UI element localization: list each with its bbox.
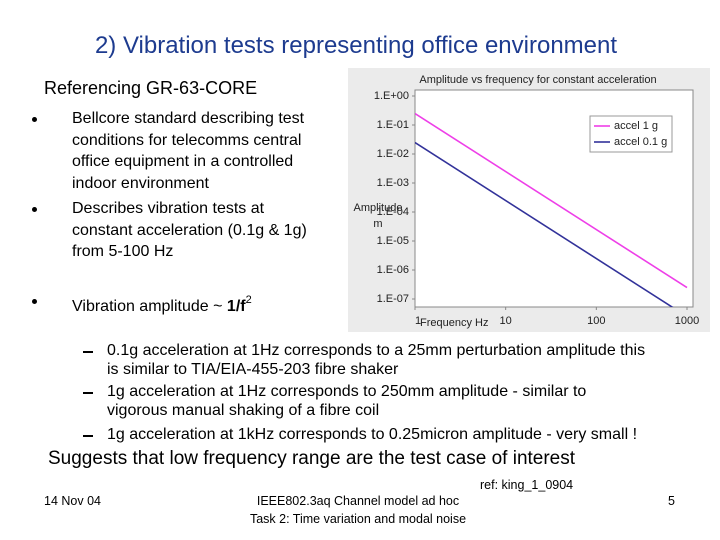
sub-bullet-marker [83, 351, 93, 353]
bullet-bold: 1/f [226, 298, 246, 315]
footer-ref: ref: king_1_0904 [480, 478, 574, 492]
sub-bullet-text: is similar to TIA/EIA-455-203 fibre shak… [107, 361, 399, 378]
sub-bullet-marker [83, 435, 93, 437]
legend-box [589, 115, 673, 153]
page-number: 5 [668, 494, 675, 508]
bullet-text: Vibration amplitude ~ 1/f2 [72, 290, 252, 318]
y-axis-label: m [373, 218, 382, 230]
y-tick-label: 1.E-01 [377, 119, 409, 131]
sub-bullet-text: 1g acceleration at 1kHz corresponds to 0… [107, 426, 638, 443]
chart-title: Amplitude vs frequency for constant acce… [419, 74, 656, 86]
footer-center: Task 2: Time variation and modal noise [249, 512, 467, 526]
y-tick-label: 1.E-06 [377, 264, 409, 276]
x-axis-label: Frequency Hz [420, 317, 488, 329]
bullet-text: Bellcore standard describing test [72, 110, 305, 127]
y-tick-label: 1.E-03 [377, 177, 409, 189]
bullet-text: Describes vibration tests at [72, 200, 265, 217]
sub-bullet-text: 0.1g acceleration at 1Hz corresponds to … [107, 342, 646, 359]
bullet-text: office equipment in a controlled [72, 153, 294, 171]
footer-date: 14 Nov 04 [44, 494, 101, 508]
sub-bullet-text: 1g acceleration at 1Hz corresponds to 25… [107, 383, 587, 400]
y-tick-label: 1.E-07 [377, 293, 409, 305]
y-tick-label: 1.E-02 [377, 148, 409, 160]
footer-center: IEEE802.3aq Channel model ad hoc [256, 494, 460, 508]
y-axis-label: Amplitude [354, 202, 403, 214]
conclusion: Suggests that low frequency range are th… [48, 448, 576, 469]
x-tick-label: 1000 [675, 315, 699, 327]
series-line [415, 112, 688, 289]
legend-label: accel 0.1 g [614, 136, 667, 148]
y-tick-label: 1.E-04 [377, 206, 409, 218]
series-line [415, 141, 674, 307]
slide-title: 2) Vibration tests representing office e… [94, 32, 618, 59]
bullet-marker [32, 207, 37, 212]
bullet-marker [32, 117, 37, 122]
bullet-text: constant acceleration (0.1g & 1g) [72, 221, 307, 239]
bullet-sup: 2 [245, 294, 252, 306]
sub-bullet-marker [83, 392, 93, 394]
y-tick-label: 1.E+00 [374, 90, 409, 102]
bullet-text: from 5-100 Hz [72, 243, 174, 261]
bullet-marker [32, 299, 37, 304]
intro: Referencing GR-63-CORE [44, 78, 258, 98]
bullet-text: indoor environment [72, 175, 209, 193]
bullet-text: conditions for telecomms central [72, 131, 302, 149]
bullet-text: Vibration amplitude ~ [72, 298, 227, 315]
sub-bullet-text: vigorous manual shaking of a fibre coil [107, 402, 380, 419]
x-tick-label: 1 [415, 315, 421, 327]
y-tick-label: 1.E-05 [377, 235, 409, 247]
x-tick-label: 100 [587, 315, 605, 327]
x-tick-label: 10 [500, 315, 512, 327]
legend-label: accel 1 g [614, 120, 658, 132]
